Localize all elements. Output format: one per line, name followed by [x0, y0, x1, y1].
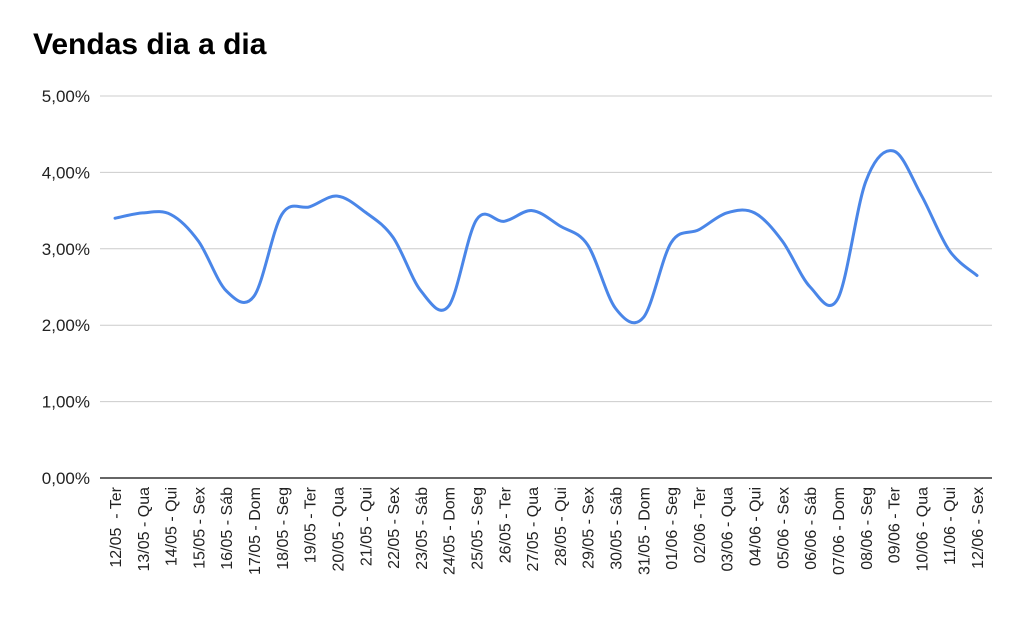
- data-point: [640, 315, 646, 321]
- data-point: [501, 218, 507, 224]
- x-tick-label: 03/06 - Qua: [720, 487, 737, 572]
- x-tick-label: 06/06 - Sáb: [803, 487, 820, 570]
- data-point: [223, 288, 229, 294]
- data-point: [668, 240, 674, 246]
- data-point: [863, 179, 869, 185]
- data-point: [140, 210, 146, 216]
- x-tick-label: 30/05 - Sáb: [609, 487, 626, 570]
- data-point: [585, 242, 591, 248]
- data-point: [779, 238, 785, 244]
- data-point: [835, 295, 841, 301]
- x-tick-label: 12/06 - Sex: [970, 487, 987, 569]
- y-tick-label: 3,00%: [42, 240, 90, 259]
- data-point: [390, 234, 396, 240]
- data-point: [807, 284, 813, 290]
- data-point: [195, 238, 201, 244]
- x-tick-label: 05/06 - Sex: [775, 487, 792, 569]
- data-point: [613, 305, 619, 311]
- data-point: [446, 303, 452, 309]
- y-axis-ticks: 0,00% 1,00% 2,00% 3,00% 4,00% 5,00%: [42, 87, 90, 488]
- y-tick-label: 4,00%: [42, 163, 90, 182]
- y-tick-label: 0,00%: [42, 469, 90, 488]
- x-tick-label: 22/05 - Sex: [386, 487, 403, 569]
- x-tick-label: 24/05 - Dom: [442, 487, 459, 575]
- data-point: [418, 288, 424, 294]
- x-tick-label: 09/06 - Ter: [887, 486, 904, 563]
- data-point: [696, 227, 702, 233]
- x-axis-ticks: 12/05 - Ter 13/05 - Qua 14/05 - Qui 15/05 -…: [108, 486, 987, 575]
- x-tick-label: 26/05 - Ter: [497, 486, 514, 563]
- y-tick-label: 5,00%: [42, 87, 90, 106]
- x-tick-label: 16/05 - Sáb: [219, 487, 236, 570]
- data-point: [918, 192, 924, 198]
- x-tick-label: 01/06 - Seg: [664, 487, 681, 570]
- x-tick-label: 25/05 - Seg: [469, 487, 486, 570]
- y-tick-label: 2,00%: [42, 316, 90, 335]
- data-point: [752, 210, 758, 216]
- x-tick-label: 02/06 - Ter: [692, 486, 709, 563]
- data-point: [974, 273, 980, 279]
- data-point: [724, 210, 730, 216]
- series-line: [113, 149, 979, 325]
- gridlines: [100, 95, 992, 479]
- data-point: [112, 215, 118, 221]
- data-point: [251, 293, 257, 299]
- data-point: [557, 223, 563, 229]
- x-tick-label: 10/06 - Qua: [914, 487, 931, 572]
- x-tick-label: 31/05 - Dom: [636, 487, 653, 575]
- x-tick-label: 17/05 - Dom: [247, 487, 264, 575]
- x-tick-label: 15/05 - Sex: [191, 487, 208, 569]
- chart-title: Vendas dia a dia: [33, 28, 267, 61]
- x-tick-label: 11/06 - Qui: [942, 487, 959, 565]
- x-tick-label: 18/05 - Seg: [275, 487, 292, 570]
- y-tick-label: 1,00%: [42, 393, 90, 412]
- series-line-layer: [112, 148, 980, 325]
- data-point: [168, 211, 174, 217]
- data-point: [279, 211, 285, 217]
- x-tick-label: 23/05 - Sáb: [414, 487, 431, 570]
- data-point: [362, 209, 368, 215]
- x-tick-label: 08/06 - Seg: [859, 487, 876, 570]
- data-point: [307, 204, 313, 210]
- x-tick-label: 13/05 - Qua: [136, 487, 153, 572]
- x-tick-label: 04/06 - Qui: [748, 487, 765, 566]
- x-tick-label: 19/05 - Ter: [303, 486, 320, 563]
- x-tick-label: 14/05 - Qui: [164, 487, 181, 566]
- data-point: [529, 208, 535, 214]
- x-tick-label: 20/05 - Qua: [330, 487, 347, 572]
- x-tick-label: 29/05 - Sex: [581, 487, 598, 569]
- data-point: [473, 217, 479, 223]
- data-point: [946, 247, 952, 253]
- data-point: [334, 193, 340, 199]
- x-tick-label: 28/05 - Qui: [553, 487, 570, 566]
- x-tick-label: 12/05 - Ter: [108, 486, 125, 567]
- x-tick-label: 27/05 - Qua: [525, 487, 542, 572]
- x-tick-label: 21/05 - Qui: [358, 487, 375, 566]
- data-point: [891, 148, 897, 154]
- x-tick-label: 07/06 - Dom: [831, 487, 848, 575]
